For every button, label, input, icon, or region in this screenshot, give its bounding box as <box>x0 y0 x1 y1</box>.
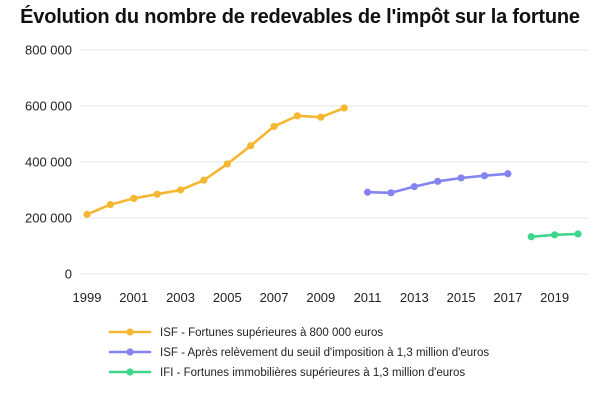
x-tick-label: 2001 <box>119 290 148 305</box>
x-tick-label: 2005 <box>213 290 242 305</box>
y-tick-label: 400 000 <box>25 155 72 170</box>
data-point <box>317 113 325 121</box>
legend-swatch-marker-1 <box>126 328 134 336</box>
data-point <box>293 112 302 120</box>
x-tick-label: 1999 <box>73 290 102 305</box>
data-point <box>434 177 442 185</box>
data-point <box>457 174 465 182</box>
x-tick-label: 2003 <box>166 290 195 305</box>
legend-label-3: IFI - Fortunes immobilières supérieures … <box>160 367 465 379</box>
series-line-1 <box>85 106 346 216</box>
x-tick-label: 2013 <box>400 290 429 305</box>
data-point <box>363 188 372 196</box>
data-point <box>83 210 91 218</box>
data-point <box>527 233 535 241</box>
data-point <box>387 189 395 197</box>
data-point <box>574 230 582 238</box>
x-tick-label: 2007 <box>260 290 289 305</box>
data-point <box>200 176 208 184</box>
legend-swatch-marker-3 <box>126 368 134 376</box>
data-point <box>130 194 138 202</box>
data-point <box>504 170 512 178</box>
data-point <box>551 231 559 239</box>
chart-title: Évolution du nombre de redevables de l'i… <box>20 6 580 28</box>
y-tick-label: 800 000 <box>25 43 72 58</box>
data-point <box>340 104 348 112</box>
y-tick-label: 200 000 <box>25 211 72 226</box>
x-tick-label: 2017 <box>493 290 522 305</box>
data-point <box>410 183 418 191</box>
data-point <box>176 186 185 194</box>
data-point <box>270 122 278 131</box>
x-tick-label: 2019 <box>540 290 569 305</box>
data-point <box>247 142 255 150</box>
data-point <box>223 160 231 168</box>
x-tick-label: 2011 <box>354 290 382 305</box>
data-point <box>480 172 489 180</box>
x-tick-label: 2015 <box>447 290 476 305</box>
x-tick-label: 2009 <box>306 290 335 305</box>
y-tick-label: 0 <box>65 267 72 282</box>
data-point <box>153 190 161 198</box>
data-point <box>106 200 114 209</box>
legend-label-1: ISF - Fortunes supérieures à 800 000 eur… <box>160 327 383 339</box>
legend-swatch-marker-2 <box>126 348 134 356</box>
legend-label-2: ISF - Après relèvement du seuil d'imposi… <box>160 347 489 359</box>
y-tick-label: 600 000 <box>25 99 72 114</box>
